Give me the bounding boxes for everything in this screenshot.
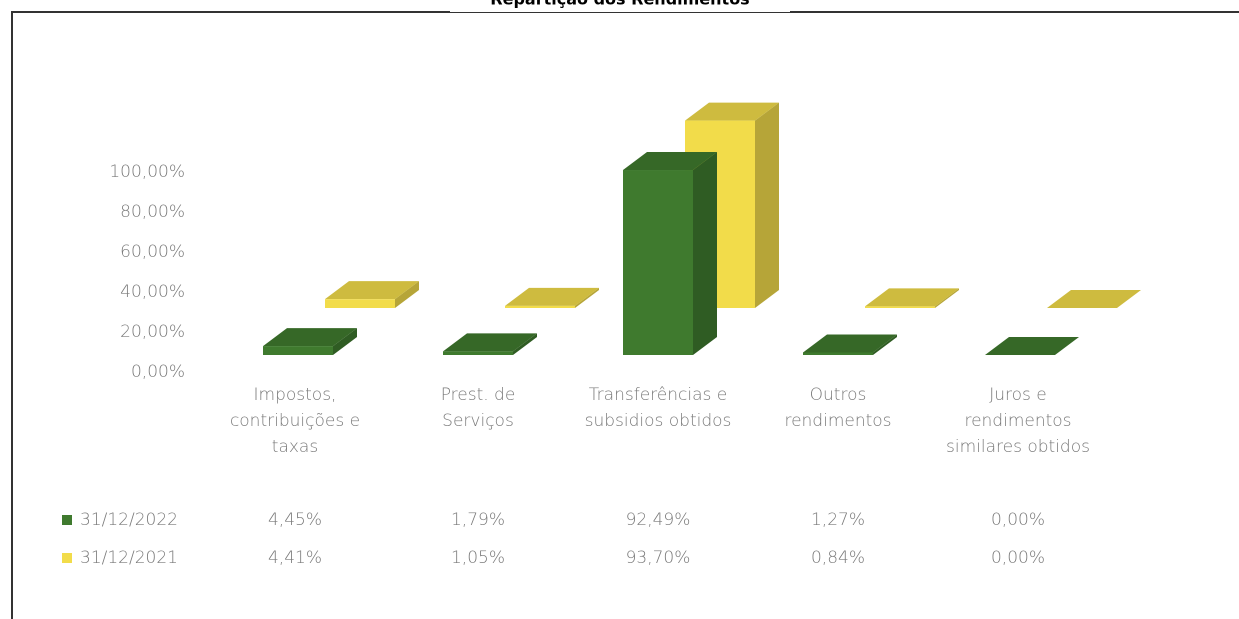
bar-side [755, 102, 779, 308]
bar-side [693, 152, 717, 355]
y-tick-label: 40,00% [120, 282, 185, 302]
bar-side [333, 328, 357, 355]
table-value: 1,27% [811, 510, 865, 530]
x-tick-label: Transferências e subsidios obtidos [584, 385, 732, 431]
bar-top [803, 334, 897, 353]
y-tick-label: 20,00% [120, 322, 185, 342]
bar [803, 352, 873, 355]
table-value: 1,05% [451, 548, 505, 568]
table-value: 1,79% [451, 510, 505, 530]
bar-top [1047, 290, 1141, 308]
table-value: 92,49% [626, 510, 691, 530]
table-value: 0,84% [811, 548, 865, 568]
y-tick-label: 60,00% [120, 242, 185, 262]
bar-top [325, 281, 419, 300]
legend-swatch [62, 515, 72, 525]
table-value: 4,45% [268, 510, 322, 530]
x-tick-label: Prest. de Serviços [440, 385, 516, 431]
legend-swatch [62, 553, 72, 563]
y-tick-label: 0,00% [131, 362, 185, 382]
y-tick-label: 80,00% [120, 202, 185, 222]
table-value: 4,41% [268, 548, 322, 568]
table-value: 0,00% [991, 510, 1045, 530]
bar [865, 306, 935, 308]
bar [505, 305, 575, 308]
bar [623, 170, 693, 355]
bar-top [623, 152, 717, 171]
title-bg [450, 0, 790, 12]
chart-title: Repartição dos Rendimentos [490, 0, 749, 9]
y-tick-label: 100,00% [109, 162, 185, 182]
table-value: 93,70% [626, 548, 691, 568]
bar [263, 346, 333, 355]
bar-top [505, 287, 599, 306]
bar-side [935, 288, 959, 308]
bar [325, 299, 395, 308]
legend-label: 31/12/2022 [80, 510, 178, 530]
bar-top [865, 288, 959, 307]
bar-top [443, 333, 537, 352]
bar-side [575, 287, 599, 308]
bar-side [513, 333, 537, 355]
bar-top [263, 328, 357, 347]
bar-side [873, 334, 897, 355]
x-tick-label: Juros e rendimentos similares obtidos [946, 385, 1090, 457]
bar [443, 351, 513, 355]
bar-side [395, 281, 419, 308]
legend-label: 31/12/2021 [80, 548, 178, 568]
bar-top [685, 102, 779, 121]
x-tick-label: Impostos, contribuições e taxas [229, 385, 361, 457]
x-tick-label: Outros rendimentos [784, 385, 892, 431]
bar-top [985, 337, 1079, 355]
table-value: 0,00% [991, 548, 1045, 568]
